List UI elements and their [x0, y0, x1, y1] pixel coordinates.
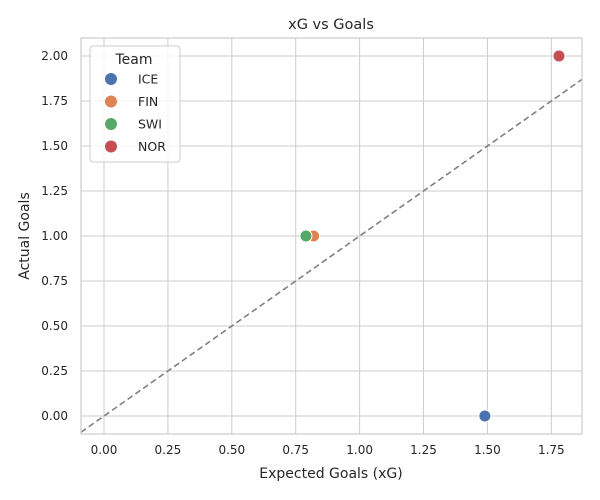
legend-items: ICE FIN SWI NOR	[105, 72, 166, 154]
x-tick-label: 0.25	[155, 443, 182, 457]
y-tick-labels: 0.00 0.25 0.50 0.75 1.00 1.25 1.50 1.75 2.00	[41, 49, 68, 423]
legend-marker-fin	[105, 95, 117, 108]
legend-title: Team	[114, 52, 152, 68]
legend-marker-swi	[105, 118, 117, 130]
y-tick-label: 0.25	[41, 364, 68, 378]
x-tick-label: 0.75	[282, 443, 309, 457]
legend: Team ICE FIN SWI NOR	[89, 45, 181, 163]
y-tick-label: 2.00	[41, 49, 68, 63]
legend-label-fin: FIN	[138, 94, 158, 109]
x-tick-label: 0.00	[91, 443, 118, 457]
x-tick-label: 0.50	[218, 443, 245, 457]
y-tick-label: 1.25	[41, 184, 68, 198]
legend-label-ice: ICE	[138, 72, 158, 87]
x-axis-label: Expected Goals (xG)	[259, 466, 402, 482]
chart-title: xG vs Goals	[288, 17, 374, 33]
x-tick-label: 1.25	[410, 443, 437, 457]
y-tick-label: 1.75	[41, 94, 68, 108]
y-tick-label: 0.50	[41, 319, 68, 333]
y-tick-label: 1.50	[41, 139, 68, 153]
y-tick-label: 0.75	[41, 274, 68, 288]
legend-label-swi: SWI	[138, 117, 162, 132]
plot-frame	[80, 37, 583, 435]
y-axis-label: Actual Goals	[17, 192, 33, 280]
point-swi	[299, 229, 313, 243]
x-tick-labels: 0.00 0.25 0.50 0.75 1.00 1.25 1.50 1.75	[91, 443, 565, 457]
legend-marker-nor	[105, 140, 117, 153]
legend-label-nor: NOR	[138, 139, 166, 154]
x-tick-label: 1.00	[346, 443, 373, 457]
grid-lines	[81, 38, 582, 434]
x-tick-label: 1.50	[474, 443, 501, 457]
reference-line-y-equals-x	[80, 78, 583, 433]
x-tick-label: 1.75	[538, 443, 565, 457]
y-tick-label: 1.00	[41, 229, 68, 243]
legend-marker-ice	[105, 73, 117, 85]
point-nor	[552, 49, 566, 63]
data-points	[299, 49, 566, 423]
point-ice	[478, 409, 492, 423]
y-tick-label: 0.00	[41, 409, 68, 423]
